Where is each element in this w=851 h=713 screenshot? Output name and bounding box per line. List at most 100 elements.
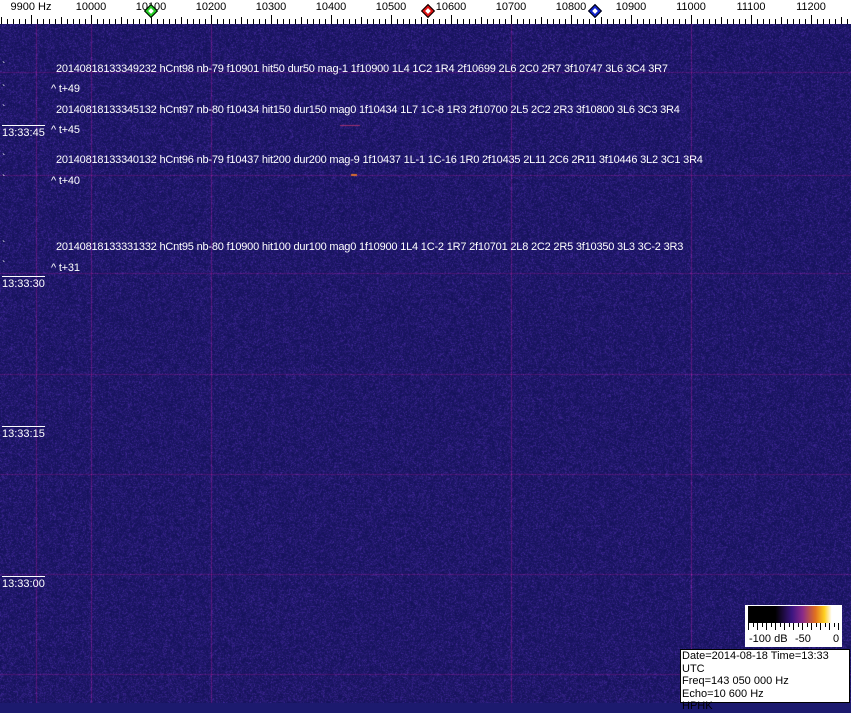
axis-tick	[823, 19, 824, 24]
axis-tick	[175, 19, 176, 24]
axis-tick	[589, 19, 590, 24]
frequency-label: 10700	[495, 1, 527, 13]
axis-tick	[25, 19, 26, 24]
axis-tick	[61, 17, 62, 24]
color-scale: -100 dB -50 0	[745, 605, 842, 647]
axis-tick	[475, 19, 476, 24]
info-box: Date=2014-08-18 Time=13:33 UTC Freq=143 …	[680, 649, 850, 712]
scale-tick	[757, 623, 758, 630]
scale-tick	[815, 623, 817, 627]
axis-tick	[427, 19, 428, 24]
axis-tick	[37, 19, 38, 24]
axis-tick	[211, 15, 212, 24]
scale-tick	[788, 623, 790, 627]
axis-tick	[763, 19, 764, 24]
frequency: Freq=143 050 000 Hz	[682, 675, 789, 687]
axis-tick	[73, 19, 74, 24]
axis-tick	[217, 19, 218, 24]
detection-line: 20140818133340132 hCnt96 nb-79 f10437 hi…	[56, 154, 703, 166]
axis-tick	[355, 19, 356, 24]
frequency-label: 10200	[195, 1, 227, 13]
scale-tick	[797, 623, 799, 627]
axis-tick	[181, 17, 182, 24]
axis-tick	[595, 19, 596, 24]
scale-tick	[824, 623, 826, 627]
axis-tick	[415, 19, 416, 24]
axis-tick	[325, 19, 326, 24]
axis-tick	[169, 19, 170, 24]
axis-tick	[625, 19, 626, 24]
axis-tick	[247, 19, 248, 24]
axis-tick	[379, 19, 380, 24]
axis-tick	[235, 19, 236, 24]
axis-tick	[493, 19, 494, 24]
axis-tick	[97, 19, 98, 24]
axis-tick	[121, 17, 122, 24]
detection-line: 20140818133349232 hCnt98 nb-79 f10901 hi…	[56, 63, 668, 75]
axis-tick	[523, 19, 524, 24]
scale-tick	[806, 623, 808, 627]
axis-tick	[133, 19, 134, 24]
frequency-label: 10000	[75, 1, 107, 13]
detection-tick: `	[2, 153, 6, 164]
axis-tick	[529, 19, 530, 24]
detection-tick: `	[2, 84, 6, 95]
detection-offset: ^ t+45	[51, 124, 80, 136]
scale-tick	[784, 623, 785, 630]
scale-tick	[775, 623, 776, 630]
axis-tick	[751, 15, 752, 24]
frequency-axis: 9900 Hz100001010010200103001040010500106…	[0, 0, 851, 24]
axis-tick	[103, 19, 104, 24]
axis-tick	[289, 19, 290, 24]
blue-marker-icon[interactable]	[587, 3, 603, 19]
frequency-label: 10300	[255, 1, 287, 13]
axis-tick	[835, 19, 836, 24]
axis-tick	[301, 17, 302, 24]
scale-tick	[752, 623, 754, 627]
axis-tick	[127, 19, 128, 24]
axis-tick	[577, 19, 578, 24]
detection-offset: ^ t+31	[51, 262, 80, 274]
axis-tick	[319, 19, 320, 24]
axis-tick	[697, 19, 698, 24]
axis-tick	[349, 19, 350, 24]
axis-tick	[775, 19, 776, 24]
detection-tick: `	[2, 240, 6, 251]
axis-tick	[793, 19, 794, 24]
axis-tick	[397, 19, 398, 24]
scale-tick	[766, 623, 767, 630]
axis-tick	[223, 19, 224, 24]
frequency-label: 11100	[736, 1, 766, 13]
axis-tick	[541, 17, 542, 24]
axis-tick	[139, 19, 140, 24]
scale-tick	[833, 623, 835, 627]
detection-tick: `	[2, 260, 6, 271]
axis-tick	[637, 19, 638, 24]
scale-tick	[802, 623, 803, 630]
axis-tick	[553, 19, 554, 24]
axis-tick	[115, 19, 116, 24]
scale-tick	[820, 623, 821, 630]
axis-tick	[307, 19, 308, 24]
axis-tick	[463, 19, 464, 24]
axis-tick	[43, 19, 44, 24]
frequency-label: 10900	[615, 1, 647, 13]
axis-tick	[745, 19, 746, 24]
frequency-label: 9900 Hz	[10, 1, 52, 13]
axis-tick	[451, 15, 452, 24]
axis-tick	[265, 19, 266, 24]
axis-tick	[391, 15, 392, 24]
axis-tick	[271, 15, 272, 24]
axis-tick	[739, 19, 740, 24]
axis-tick	[109, 19, 110, 24]
axis-tick	[799, 19, 800, 24]
axis-tick	[277, 19, 278, 24]
detection-line: 20140818133345132 hCnt97 nb-80 f10434 hi…	[56, 104, 680, 116]
red-marker-icon[interactable]	[421, 3, 436, 19]
scale-label-min: -100 dB	[749, 633, 788, 645]
axis-tick	[295, 19, 296, 24]
detection-tick: `	[2, 61, 6, 72]
axis-tick	[733, 19, 734, 24]
axis-tick	[667, 19, 668, 24]
axis-tick	[439, 19, 440, 24]
